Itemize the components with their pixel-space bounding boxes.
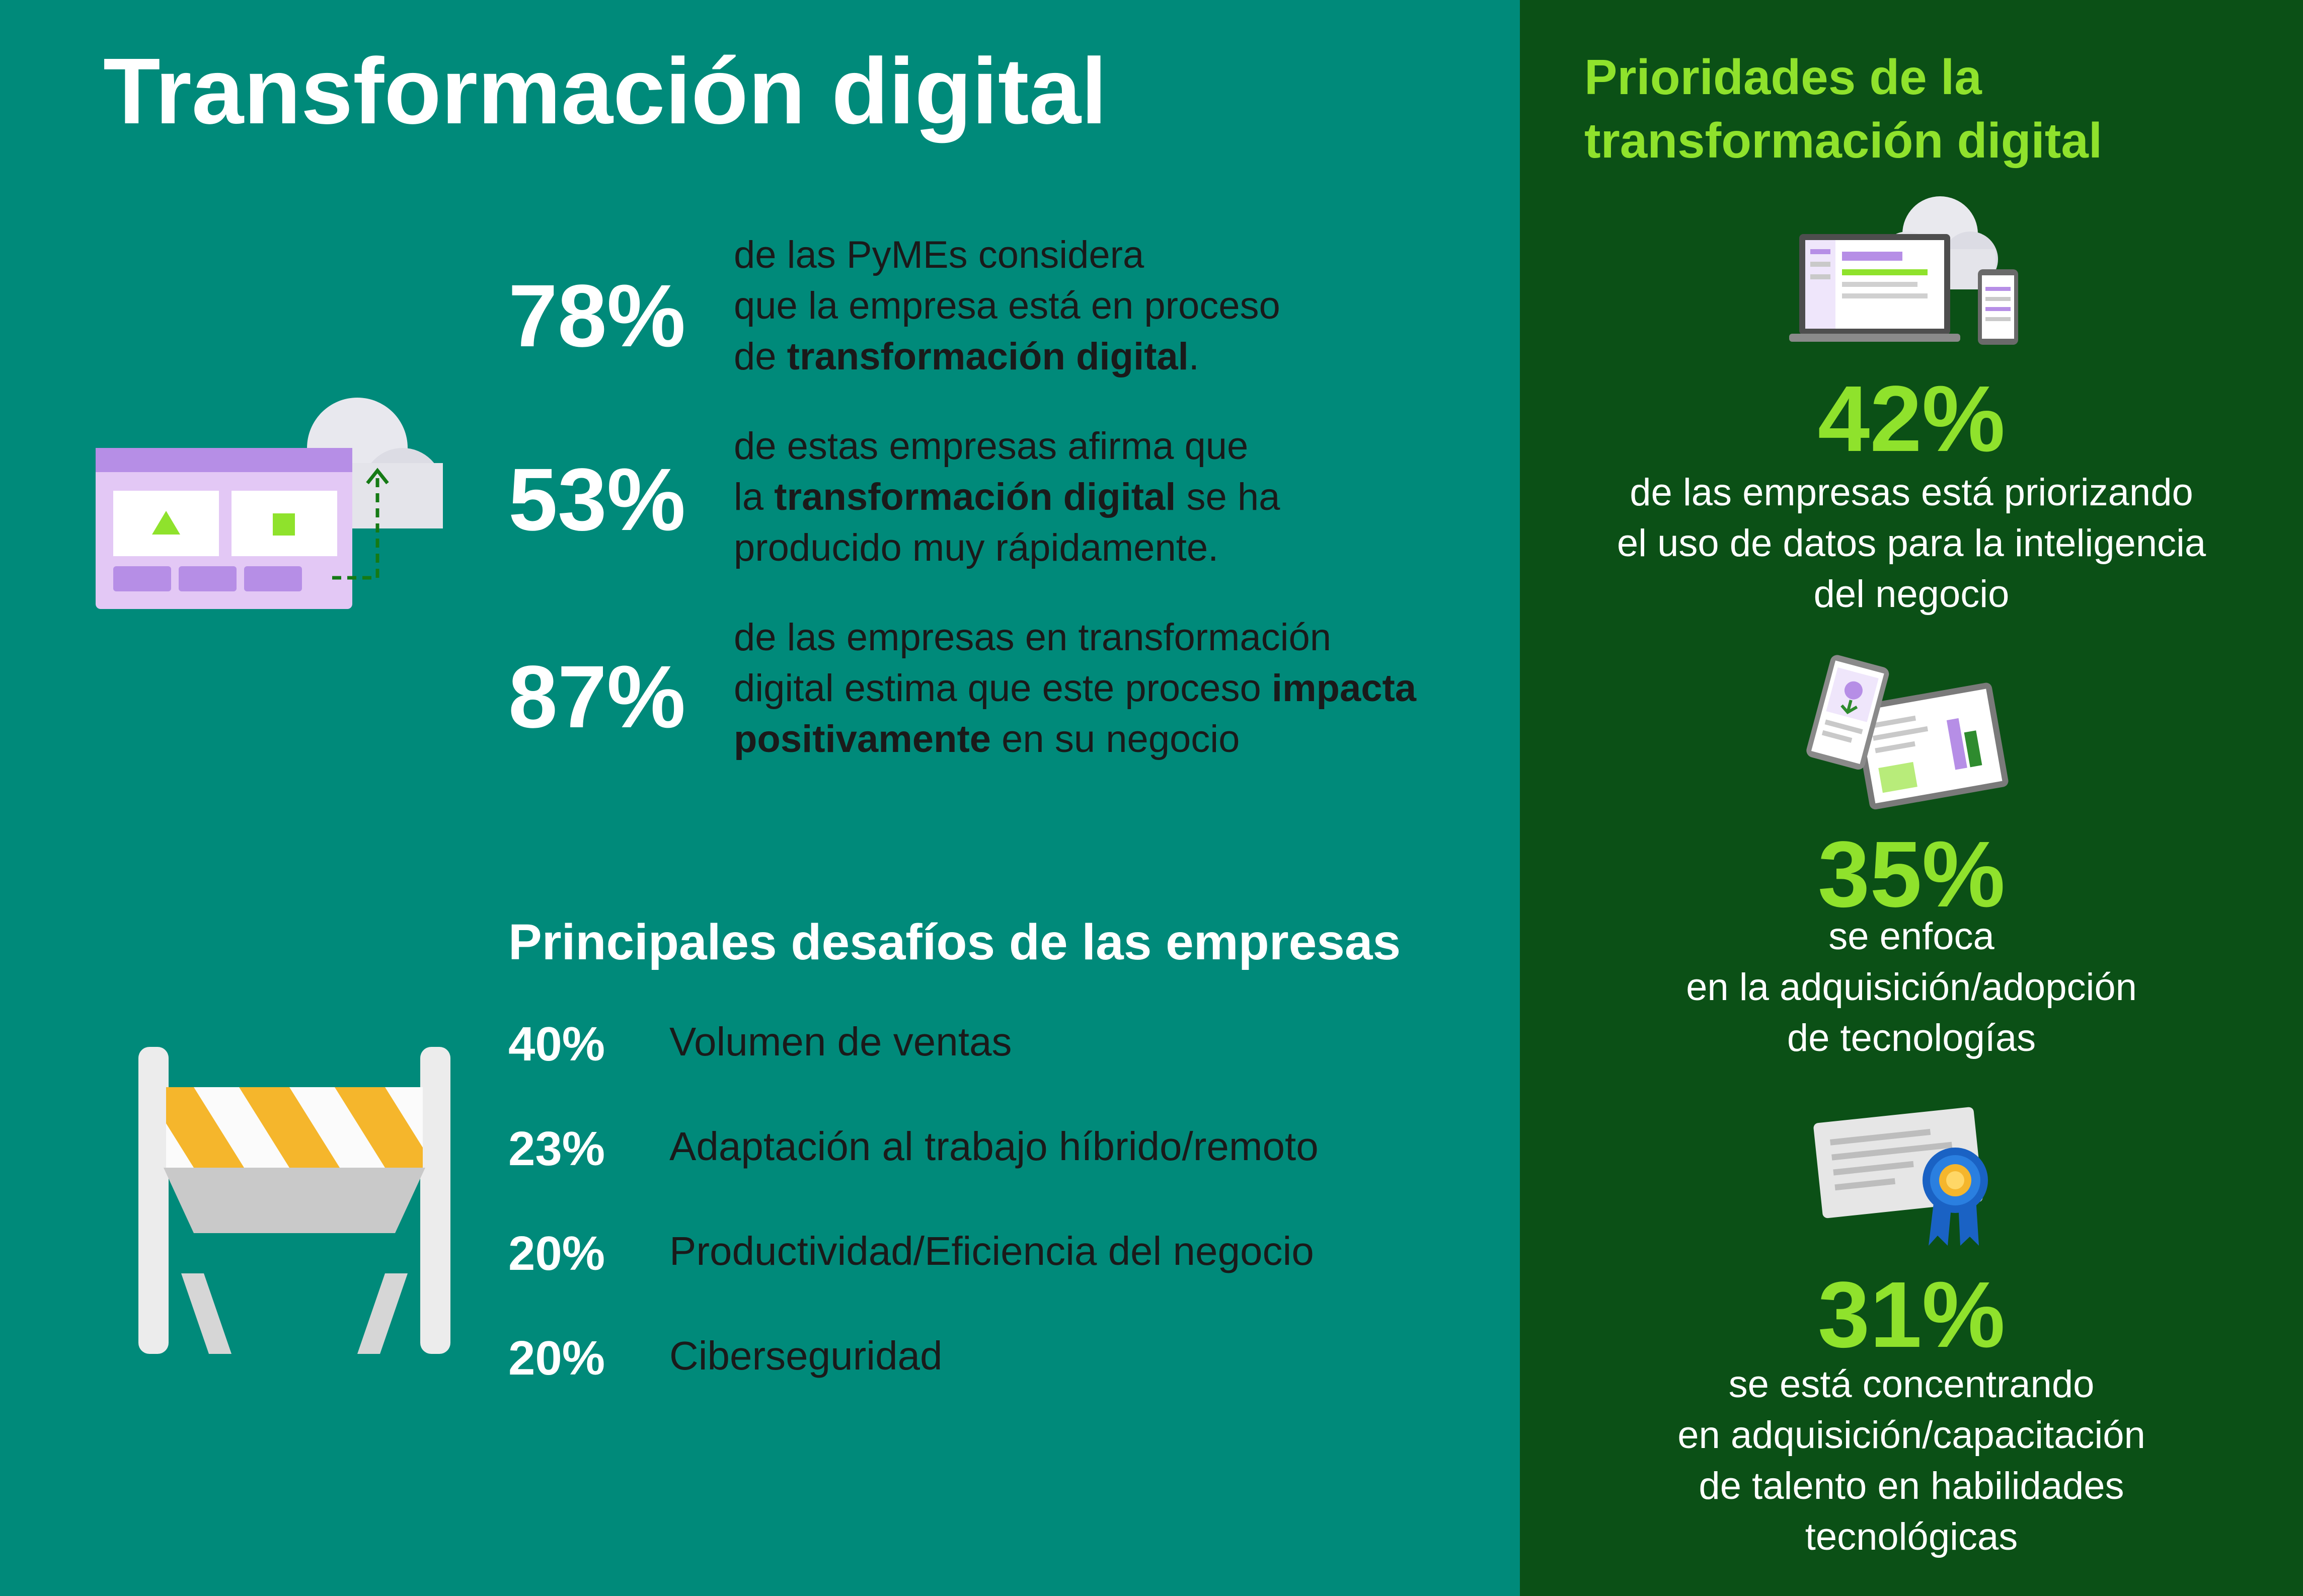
text-run: de las empresas en transformación xyxy=(734,616,1332,659)
priority-value: 42% xyxy=(1817,367,2006,471)
priority-line: en adquisición/capacitación xyxy=(1677,1414,2145,1457)
text-run: la xyxy=(734,476,775,518)
stat-value: 53% xyxy=(508,450,686,549)
priority-line: de las empresas está priorizando xyxy=(1630,471,2193,514)
certificate-badge-icon xyxy=(1813,1107,1988,1246)
priority-description: se está concentrando en adquisición/capa… xyxy=(1520,1359,2303,1562)
challenge-label: Adaptación al trabajo híbrido/remoto xyxy=(669,1124,1319,1169)
stat-value: 87% xyxy=(508,648,686,746)
stat-value: 78% xyxy=(508,267,686,365)
left-panel xyxy=(0,0,1520,1596)
priority-value: 35% xyxy=(1817,822,2006,927)
cloud-app-icon xyxy=(96,398,443,609)
text-run: de las PyMEs considera xyxy=(734,234,1144,276)
stat-line: de las PyMEs considera xyxy=(734,230,1499,280)
text-run: digital estima que este proceso xyxy=(734,667,1272,710)
stat-description: de las empresas en transformación digita… xyxy=(734,612,1499,765)
text-run: . xyxy=(1188,335,1199,378)
stat-line: de las empresas en transformación xyxy=(734,612,1499,663)
priorities-title-line: transformación digital xyxy=(1584,113,2103,168)
text-run: que la empresa está en proceso xyxy=(734,284,1280,327)
stat-description: de estas empresas afirma que la transfor… xyxy=(734,421,1499,573)
challenge-row: 23% Adaptación al trabajo híbrido/remoto xyxy=(508,1121,1490,1177)
priority-line: de tecnologías xyxy=(1787,1017,2036,1059)
stat-line: de estas empresas afirma que xyxy=(734,421,1499,472)
challenge-label: Ciberseguridad xyxy=(669,1333,943,1378)
challenge-row: 20% Productividad/Eficiencia del negocio xyxy=(508,1226,1490,1281)
text-run-bold: transformación digital xyxy=(774,476,1176,518)
priority-line: de talento en habilidades xyxy=(1699,1465,2124,1507)
stat-line: que la empresa está en proceso xyxy=(734,280,1499,331)
text-run: de xyxy=(734,335,787,378)
challenges-title: Principales desafíos de las empresas xyxy=(508,914,1401,970)
text-run: se ha xyxy=(1176,476,1280,518)
stat-line: de transformación digital. xyxy=(734,331,1499,382)
tablet-report-icon xyxy=(1806,655,2009,810)
text-run: producido muy rápidamente. xyxy=(734,526,1219,569)
challenge-label: Productividad/Eficiencia del negocio xyxy=(669,1229,1314,1273)
priority-line: se está concentrando xyxy=(1728,1363,2095,1406)
stat-line: la transformación digital se ha xyxy=(734,472,1499,522)
priority-line: tecnológicas xyxy=(1805,1515,2018,1558)
stat-line: positivamente en su negocio xyxy=(734,714,1499,765)
challenge-value: 40% xyxy=(508,1017,605,1071)
priority-line: el uso de datos para la inteligencia xyxy=(1617,522,2206,565)
laptop-cloud-icon xyxy=(1789,196,2018,345)
priority-line: se enfoca xyxy=(1828,915,1994,958)
stat-description: de las PyMEs considera que la empresa es… xyxy=(734,230,1499,382)
challenge-value: 20% xyxy=(508,1331,605,1385)
priorities-title: Prioridades de la transformación digital xyxy=(1584,45,2289,172)
barricade-icon xyxy=(138,1047,450,1354)
page-title: Transformación digital xyxy=(103,39,1107,143)
challenge-row: 40% Volumen de ventas xyxy=(508,1017,1490,1072)
text-run-bold: transformación digital xyxy=(787,335,1189,378)
stat-line: digital estima que este proceso impacta xyxy=(734,663,1499,714)
priority-line: del negocio xyxy=(1813,573,2010,616)
text-run: en su negocio xyxy=(991,718,1240,761)
text-run-bold: impacta xyxy=(1271,667,1417,710)
text-run-bold: positivamente xyxy=(734,718,991,761)
priority-description: de las empresas está priorizando el uso … xyxy=(1520,467,2303,620)
text-run: de estas empresas afirma que xyxy=(734,425,1249,468)
challenge-value: 23% xyxy=(508,1122,605,1176)
priority-value: 31% xyxy=(1817,1263,2006,1367)
stat-line: producido muy rápidamente. xyxy=(734,522,1499,573)
priority-line: en la adquisición/adopción xyxy=(1686,966,2137,1009)
challenge-value: 20% xyxy=(508,1227,605,1280)
challenge-row: 20% Ciberseguridad xyxy=(508,1331,1490,1386)
challenge-label: Volumen de ventas xyxy=(669,1019,1012,1064)
priorities-title-line: Prioridades de la xyxy=(1584,49,1982,105)
priority-description: se enfoca en la adquisición/adopción de … xyxy=(1520,911,2303,1063)
